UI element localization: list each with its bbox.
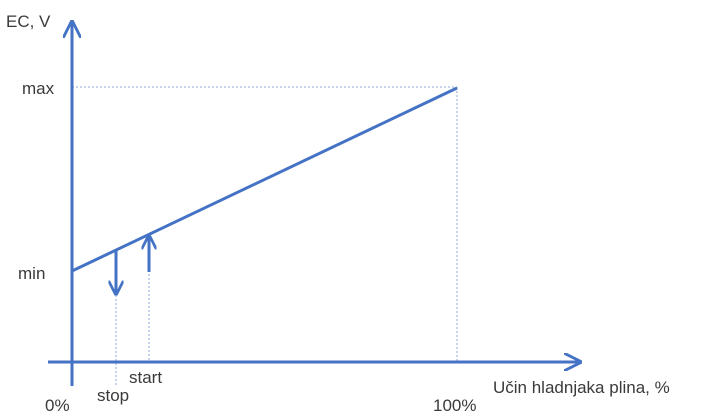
x-axis-label: Učin hladnjaka plina, % (493, 378, 670, 397)
origin-label: 0% (45, 396, 70, 415)
y-axis-label: EC, V (6, 12, 51, 31)
max-label: max (22, 79, 55, 98)
characteristic-line (71, 86, 458, 273)
full-label: 100% (433, 396, 476, 415)
min-label: min (18, 264, 45, 283)
start-label: start (129, 368, 162, 387)
stop-label: stop (97, 386, 129, 405)
